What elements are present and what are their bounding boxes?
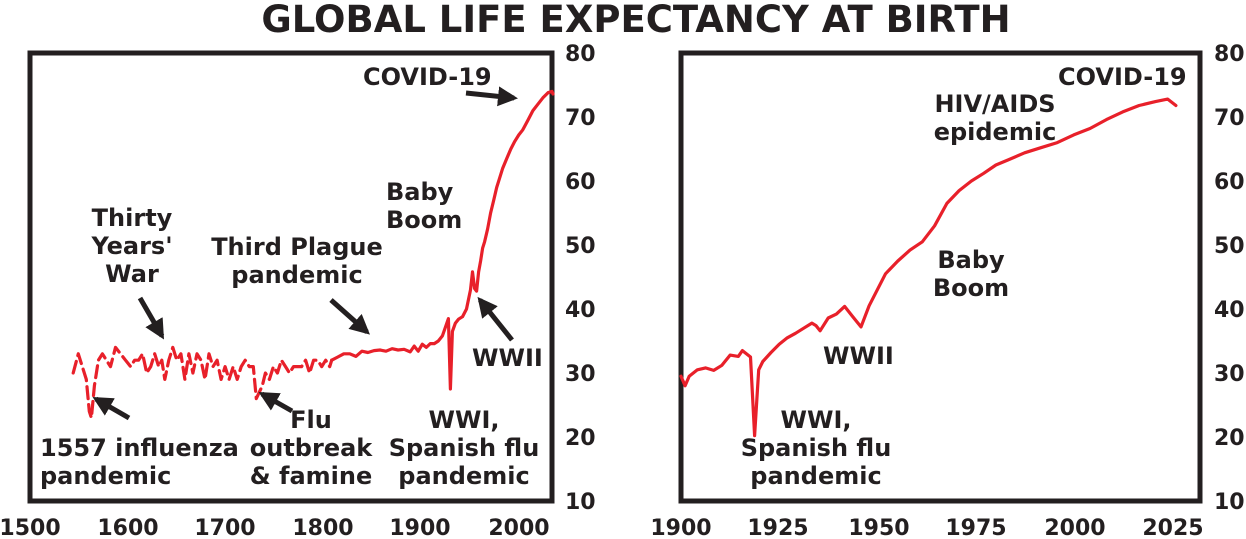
y-tick-label: 40 [565, 298, 596, 323]
annotation-arrow [137, 296, 165, 340]
annotation-label: Baby Boom [386, 178, 462, 234]
y-tick-label: 60 [565, 170, 596, 195]
annotation-label: Flu outbreak & famine [250, 406, 374, 490]
annotation-arrow [329, 298, 370, 335]
plot-frame [27, 50, 555, 504]
annotation-label: WWI, Spanish flu pandemic [389, 406, 540, 490]
annotation-label: WWI, Spanish flu pandemic [741, 406, 892, 490]
x-tick-label: 1900 [389, 516, 450, 539]
x-tick-label: 1500 [0, 516, 61, 539]
plot-frame [678, 50, 1203, 504]
series-line-solid-0 [679, 97, 1178, 438]
annotation-arrow [465, 86, 518, 107]
y-tick-label: 70 [565, 106, 596, 131]
x-tick-label: 2000 [1044, 516, 1105, 539]
annotation-label: Third Plague pandemic [211, 233, 383, 289]
y-tick-label: 50 [565, 234, 596, 259]
chart-panel-1900-2022: 1900 1925 1950 1975 2000 2025 10 20 30 40 50 60 70 80… [650, 42, 1244, 539]
x-tick-label: 1800 [292, 516, 353, 539]
x-tick-label: 1600 [97, 516, 158, 539]
chart-panel-1500-2020: 1500 1600 1700 1800 1900 2000 10 20 30 40 50 60 70 80… [0, 42, 596, 539]
y-tick-label: 20 [1214, 426, 1245, 451]
y-tick-label: 20 [565, 426, 596, 451]
annotation-label: WWII [472, 344, 543, 372]
annotation-label: WWII [823, 342, 894, 370]
annotation-arrow [477, 296, 514, 342]
y-tick-label: 60 [1214, 170, 1245, 195]
annotation-label: 1557 influenza pandemic [40, 434, 239, 490]
annotation-label: HIV/AIDS epidemic [934, 90, 1057, 146]
x-tick-label: 1950 [848, 516, 909, 539]
chart-title: GLOBAL LIFE EXPECTANCY AT BIRTH [261, 0, 1010, 41]
y-tick-label: 70 [1214, 106, 1245, 131]
x-tick-label: 2000 [488, 516, 549, 539]
annotation-arrow [258, 391, 294, 414]
x-tick-label: 1975 [945, 516, 1006, 539]
x-tick-label: 1900 [650, 516, 711, 539]
y-tick-label: 50 [1214, 234, 1245, 259]
y-tick-label: 30 [1214, 362, 1245, 387]
annotation-label: Thirty Years' War [90, 204, 172, 288]
annotation-label: COVID-19 [363, 63, 492, 91]
x-tick-label: 2025 [1142, 516, 1203, 539]
series-line-solid-1 [330, 89, 555, 391]
x-tick-label: 1700 [194, 516, 255, 539]
annotation-label: COVID-19 [1058, 63, 1187, 91]
y-tick-label: 30 [565, 362, 596, 387]
annotation-label: Baby Boom [933, 246, 1009, 302]
y-tick-label: 80 [1214, 42, 1245, 67]
y-tick-label: 80 [565, 42, 596, 67]
series-line-dashed-0 [71, 345, 334, 420]
y-tick-label: 40 [1214, 298, 1245, 323]
x-tick-label: 1925 [747, 516, 808, 539]
annotation-arrow [92, 396, 131, 421]
y-tick-label: 10 [565, 490, 596, 515]
y-tick-label: 10 [1214, 490, 1245, 515]
